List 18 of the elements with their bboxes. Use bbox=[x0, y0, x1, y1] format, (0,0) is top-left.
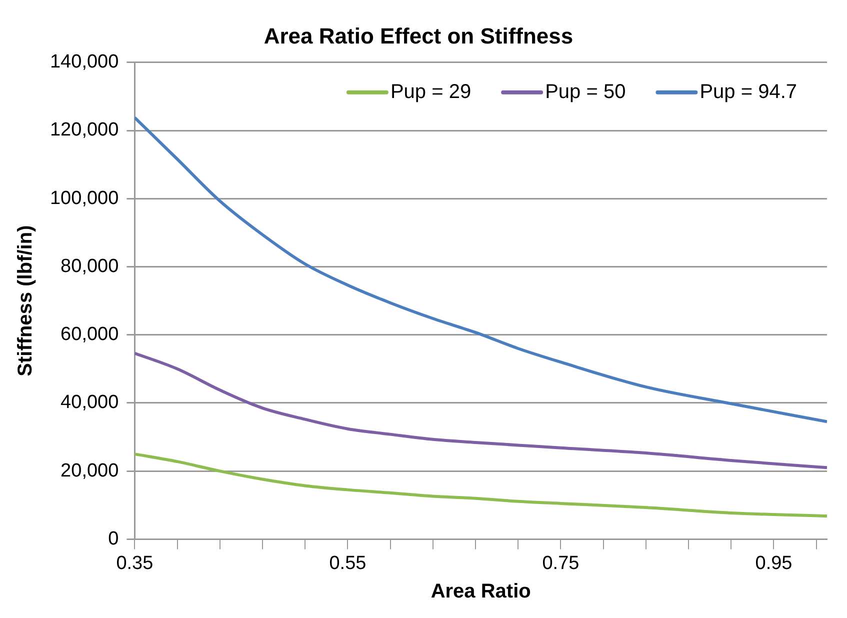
y-tick-label: 20,000 bbox=[60, 460, 119, 482]
y-tick-label: 60,000 bbox=[60, 324, 119, 346]
x-axis-title: Area Ratio bbox=[430, 580, 531, 603]
y-axis-title: Stiffness (lbf/in) bbox=[14, 225, 37, 376]
x-tick-label: 0.75 bbox=[542, 552, 580, 574]
legend-label: Pup = 50 bbox=[545, 80, 626, 103]
y-tick-label: 80,000 bbox=[60, 256, 119, 277]
x-tick-label: 0.35 bbox=[116, 552, 154, 574]
y-tick-label: 140,000 bbox=[50, 52, 119, 73]
y-tick-label: 120,000 bbox=[50, 120, 119, 141]
y-tick-label: 40,000 bbox=[60, 392, 119, 414]
legend-label: Pup = 29 bbox=[390, 80, 472, 103]
y-tick-label: 100,000 bbox=[50, 188, 119, 209]
legend-label: Pup = 94.7 bbox=[700, 80, 798, 103]
chart-title: Area Ratio Effect on Stiffness bbox=[264, 23, 574, 48]
x-tick-label: 0.55 bbox=[329, 552, 366, 574]
y-tick-label: 0 bbox=[108, 528, 119, 550]
x-tick-label: 0.95 bbox=[755, 552, 792, 574]
